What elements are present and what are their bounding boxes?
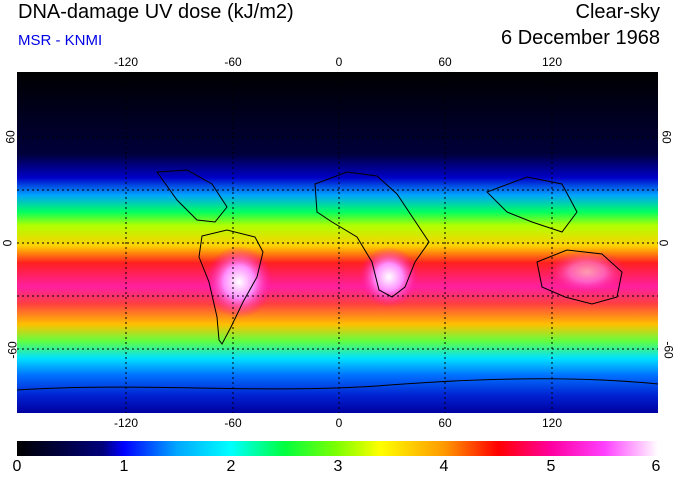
lon-tick-top: 60 xyxy=(438,55,452,69)
lon-tick-bottom: 0 xyxy=(335,416,343,430)
lat-tick-left: 60 xyxy=(3,130,18,144)
lat-tick-left: 0 xyxy=(0,239,15,247)
lon-tick-top: 0 xyxy=(335,55,343,69)
lat-tick-right: 60 xyxy=(659,130,674,144)
lon-tick-top: -120 xyxy=(113,55,139,69)
uv-dose-map xyxy=(17,72,658,413)
lat-tick-right: -60 xyxy=(661,341,676,359)
colorbar xyxy=(17,441,658,456)
map-title: DNA-damage UV dose (kJ/m2) xyxy=(18,1,294,23)
lon-tick-bottom: -120 xyxy=(113,416,139,430)
colorbar-gradient xyxy=(17,441,658,456)
hotspot-southern-africa xyxy=(359,247,419,307)
uv-map-svg xyxy=(17,72,658,413)
colorbar-label: 1 xyxy=(119,458,129,475)
lon-tick-top: -60 xyxy=(224,55,242,69)
coastlines xyxy=(17,169,658,391)
lon-tick-bottom: 120 xyxy=(541,416,563,430)
colorbar-label: 4 xyxy=(439,458,449,475)
lon-tick-top: 120 xyxy=(541,55,563,69)
graticule xyxy=(17,72,658,413)
colorbar-label: 0 xyxy=(12,458,22,475)
data-source: MSR - KNMI xyxy=(18,32,103,49)
sky-condition: Clear-sky xyxy=(575,1,660,23)
lat-tick-right: 0 xyxy=(656,239,671,247)
map-date: 6 December 1968 xyxy=(501,27,660,49)
colorbar-svg xyxy=(17,441,658,456)
hotspot-australia xyxy=(547,250,627,294)
hotspot-south-america xyxy=(205,246,273,318)
lon-tick-bottom: 60 xyxy=(438,416,452,430)
lon-tick-bottom: -60 xyxy=(224,416,242,430)
colorbar-label: 5 xyxy=(546,458,556,475)
colorbar-label: 6 xyxy=(651,458,661,475)
colorbar-label: 3 xyxy=(333,458,343,475)
colorbar-label: 2 xyxy=(226,458,236,475)
